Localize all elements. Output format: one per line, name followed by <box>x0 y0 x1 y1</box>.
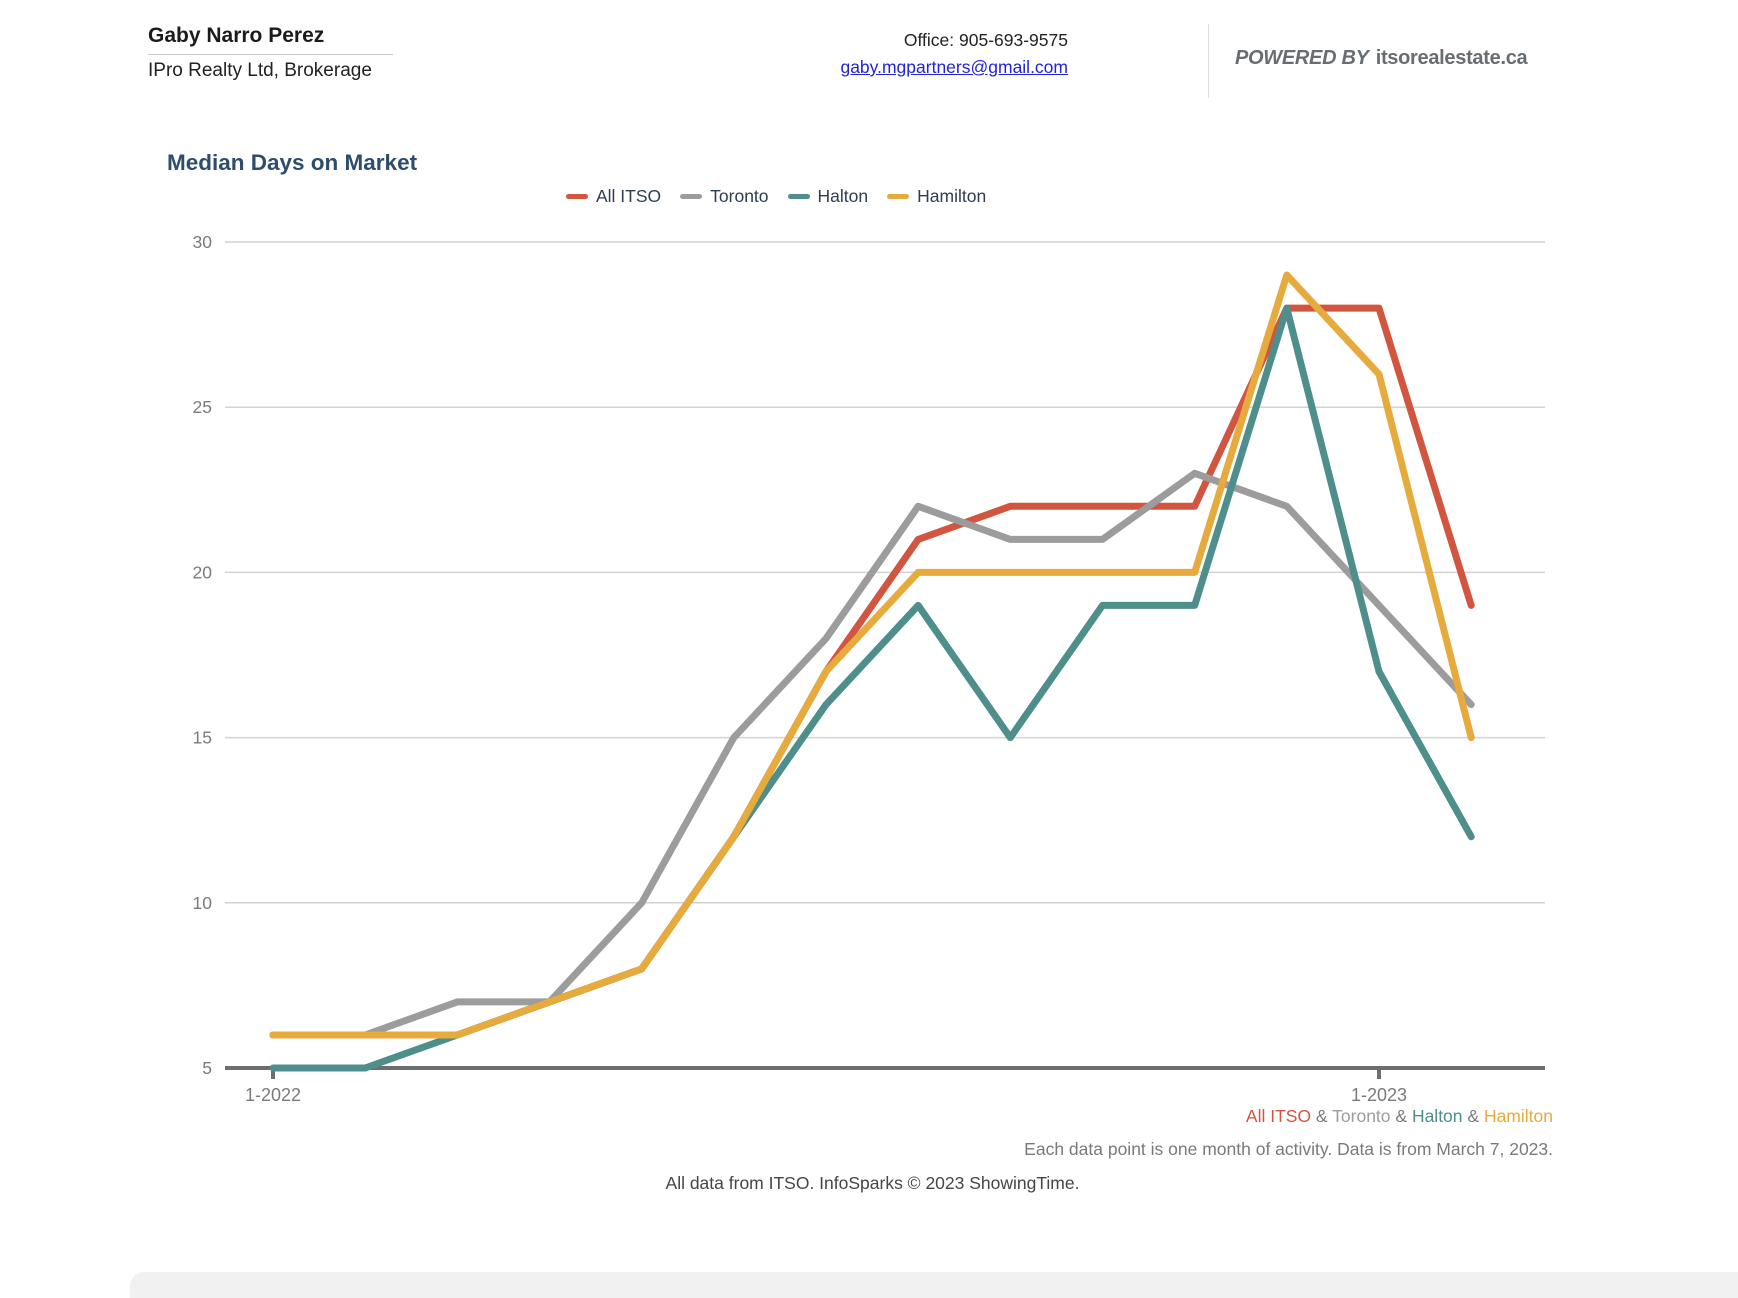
legend-item-hamilton: Hamilton <box>887 186 986 207</box>
brokerage-name: IPro Realty Ltd, Brokerage <box>148 60 372 81</box>
legend-item-all-itso: All ITSO <box>566 186 661 207</box>
agent-name: Gaby Narro Perez <box>148 24 325 47</box>
footer-separator: & <box>1390 1106 1412 1126</box>
contact-block: Office: 905-693-9575 gaby.mgpartners@gma… <box>660 27 1068 82</box>
legend-item-halton: Halton <box>787 186 869 207</box>
chart-legend: All ITSO Toronto Halton Hamilton <box>566 186 986 207</box>
bottom-strip <box>130 1272 1738 1298</box>
footer-series-name-hamilton: Hamilton <box>1483 1106 1553 1126</box>
footer-series-name-halton: Halton <box>1411 1106 1463 1126</box>
powered-by: POWERED BY itsorealestate.ca <box>1235 47 1528 70</box>
chart-title: Median Days on Market <box>167 150 418 175</box>
y-tick-label-15: 15 <box>193 728 212 748</box>
y-tick-label-25: 25 <box>193 397 212 417</box>
header-divider <box>1208 24 1209 98</box>
legend-label: Hamilton <box>917 186 987 206</box>
x-tick-label-1-2023: 1-2023 <box>1351 1085 1407 1105</box>
office-phone: Office: 905-693-9575 <box>903 30 1068 50</box>
footer-separator: & <box>1311 1106 1333 1126</box>
footer-series-name-all-itso: All ITSO <box>1245 1106 1312 1126</box>
agent-name-underline <box>148 54 393 55</box>
footer-attribution: All data from ITSO. InfoSparks © 2023 Sh… <box>665 1173 1080 1193</box>
legend-dash-icon <box>787 194 810 199</box>
legend-dash-icon <box>566 194 588 199</box>
legend-item-toronto: Toronto <box>680 186 769 207</box>
legend-label: Halton <box>817 186 869 206</box>
legend-dash-icon <box>887 194 910 199</box>
powered-by-brand: itsorealestate.ca <box>1375 47 1528 69</box>
powered-by-prefix: POWERED BY <box>1235 47 1369 69</box>
footer-series-name-toronto: Toronto <box>1332 1106 1391 1126</box>
y-tick-label-20: 20 <box>193 562 213 582</box>
footer-series-line: All ITSO & Toronto & Halton & Hamilton <box>1246 1106 1553 1127</box>
series-line-halton <box>269 304 1475 1072</box>
legend-dash-icon <box>680 194 703 199</box>
legend-label: Toronto <box>710 186 769 206</box>
y-tick-label-30: 30 <box>193 232 213 252</box>
x-tick-label-1-2022: 1-2022 <box>245 1085 301 1105</box>
series-line-all-itso <box>269 304 1475 1039</box>
series-line-hamilton <box>269 271 1475 1039</box>
y-tick-label-10: 10 <box>193 893 213 913</box>
series-line-toronto <box>269 469 1475 1039</box>
y-tick-label-5: 5 <box>202 1058 212 1078</box>
footer-note: Each data point is one month of activity… <box>1024 1139 1553 1159</box>
email-link[interactable]: gaby.mgpartners@gmail.com <box>840 57 1068 77</box>
footer-separator: & <box>1462 1106 1484 1126</box>
legend-label: All ITSO <box>596 186 662 206</box>
